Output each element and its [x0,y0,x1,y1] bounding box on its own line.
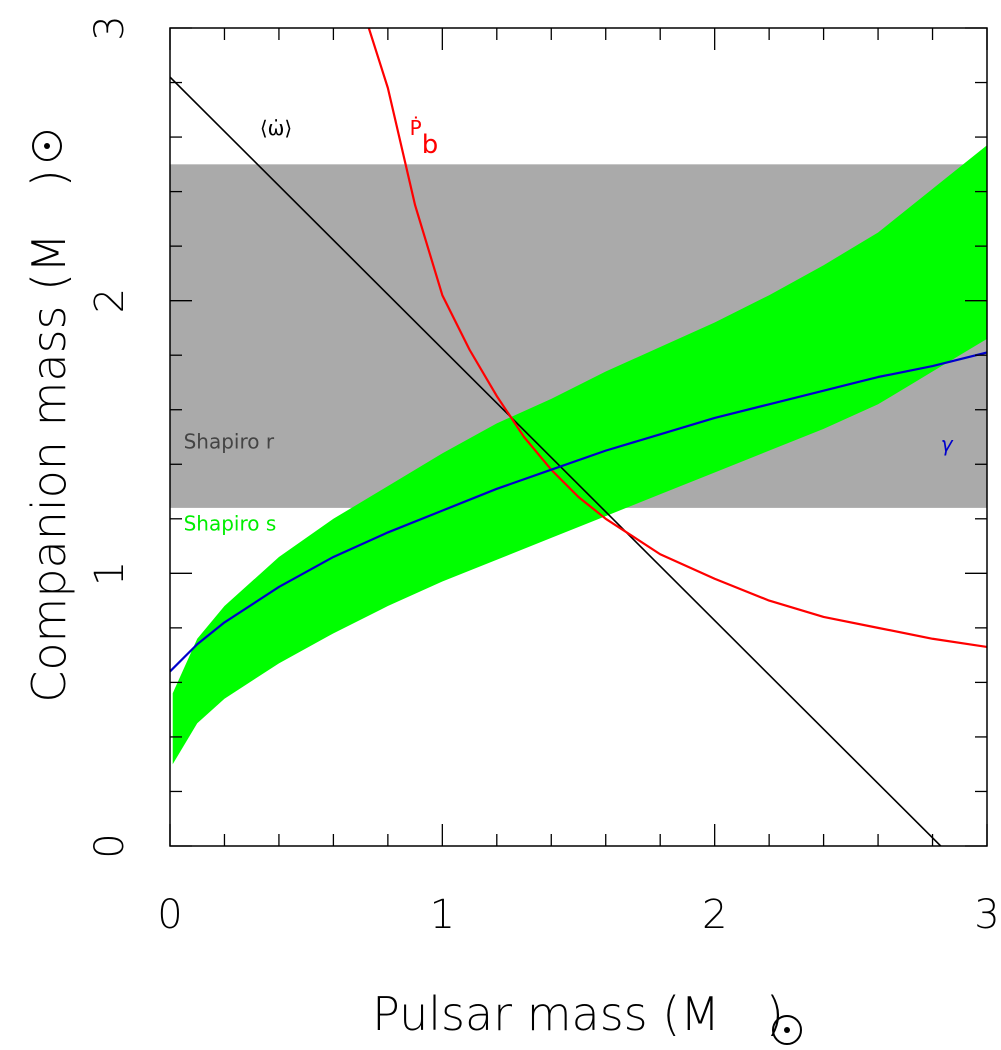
annotation-gamma: γ [941,432,954,456]
plot-border [169,27,988,847]
x-axis-title: Pulsar mass (M) [372,987,784,1041]
annotation-shapiro-r: Shapiro r [184,429,275,453]
x-axis-title-close: ) [766,987,784,1041]
x-tick-label: 2 [702,892,727,938]
annotation-shapiro-s-text: Shapiro s [184,511,277,535]
annotation-omega-dot-text: ⟨ω̇⟩ [260,115,292,139]
y-tick-label: 1 [87,561,133,586]
series-pb-dot-curve [367,28,987,649]
x-axis-sun-symbol [772,1015,802,1045]
y-axis-title: Companion mass (M) [22,169,76,702]
y-axis-title-close: ) [22,169,76,187]
y-tick-label: 0 [87,833,133,858]
annotation-pb-dot-text: Ṗ [410,115,422,139]
annotation-omega-dot: ⟨ω̇⟩ [260,115,292,139]
series-omega-dot-line [170,76,942,846]
x-axis-title-text: Pulsar mass (M [372,987,720,1041]
x-tick-label: 3 [974,892,999,938]
plot-frame [169,27,988,847]
plot-area [170,28,987,846]
y-axis-sun-symbol [32,131,62,161]
ticks [169,27,988,847]
annotations: ⟨ω̇⟩ Ṗb γ Shapiro r Shapiro s [184,115,954,534]
series-gamma-curve [170,351,987,673]
x-tick-label: 1 [430,892,455,938]
band-shapiro-s [172,145,987,765]
annotation-shapiro-s: Shapiro s [184,511,277,535]
annotation-shapiro-r-text: Shapiro r [184,429,275,453]
annotation-gamma-text: γ [941,432,954,456]
y-axis-title-text: Companion mass (M [22,233,76,703]
x-tick-label: 0 [157,892,182,938]
y-tick-label: 3 [87,15,133,40]
tick-labels: 0 1 2 3 0 1 2 3 [87,15,1000,938]
y-tick-label: 2 [87,288,133,313]
annotation-pb-dot-subscript: b [422,129,439,159]
annotation-pb-dot: Ṗb [410,115,439,159]
